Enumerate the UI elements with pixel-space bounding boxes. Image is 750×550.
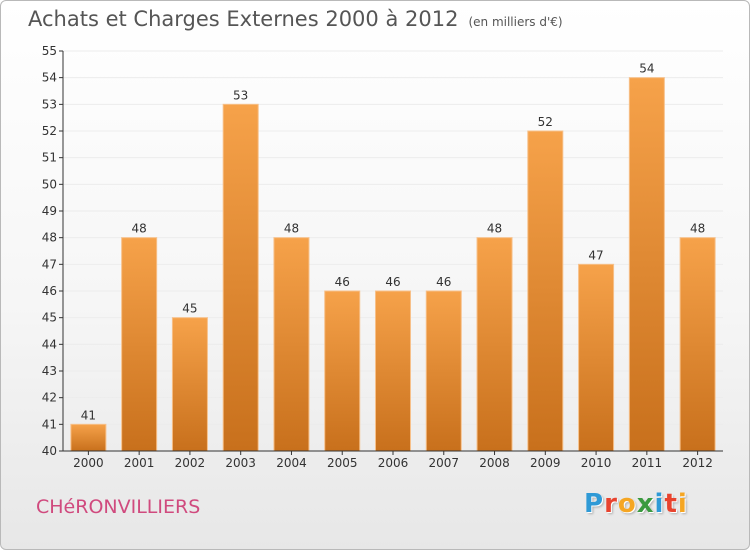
bar — [324, 290, 361, 452]
x-tick-label: 2009 — [530, 456, 561, 470]
logo-letter: i — [677, 489, 688, 519]
bar — [628, 77, 665, 452]
y-tick-label: 44 — [42, 337, 57, 351]
bar-value-label: 48 — [690, 222, 705, 236]
bar-value-label: 48 — [487, 222, 502, 236]
bar-value-label: 46 — [385, 275, 400, 289]
bar — [222, 103, 259, 452]
logo-letter: r — [604, 489, 618, 519]
bar — [375, 290, 411, 452]
bar-value-label: 46 — [335, 275, 350, 289]
x-tick-label: 2006 — [378, 456, 409, 470]
y-tick-label: 54 — [42, 71, 57, 85]
x-tick-label: 2012 — [682, 456, 713, 470]
bar — [476, 237, 513, 452]
bar-value-label: 47 — [588, 248, 603, 262]
bar-value-label: 45 — [182, 302, 197, 316]
y-tick-label: 41 — [42, 417, 57, 431]
x-tick-label: 2001 — [124, 456, 155, 470]
x-tick-label: 2000 — [73, 456, 104, 470]
chart-title-main: Achats et Charges Externes 2000 à 2012 — [28, 7, 459, 31]
logo-letter: x — [636, 489, 655, 519]
x-tick-label: 2005 — [327, 456, 358, 470]
bar — [679, 237, 716, 452]
labels: 40 41 42 43 44 45 46 47 48 49 50 51 52 53 54 55 41 2000 48… — [42, 44, 713, 470]
x-tick-label: 2002 — [175, 456, 206, 470]
y-tick-label: 43 — [42, 364, 57, 378]
logo-letter: t — [664, 489, 678, 519]
y-tick-label: 48 — [42, 231, 57, 245]
x-tick-label: 2004 — [276, 456, 307, 470]
logo-letter: i — [654, 489, 665, 519]
bar-value-label: 41 — [81, 408, 96, 422]
y-tick-label: 49 — [42, 204, 57, 218]
x-tick-label: 2011 — [632, 456, 663, 470]
bar-value-label: 54 — [639, 62, 654, 76]
bars — [70, 77, 716, 452]
proxiti-logo: Proxiti — [584, 489, 688, 519]
y-tick-label: 46 — [42, 284, 57, 298]
bar — [171, 317, 208, 452]
y-tick-label: 50 — [42, 177, 57, 191]
chart-title: Achats et Charges Externes 2000 à 2012 (e… — [28, 7, 563, 31]
logo-letter: P — [584, 489, 605, 519]
logo-letter: o — [617, 489, 637, 519]
bar-value-label: 53 — [233, 88, 248, 102]
y-tick-label: 47 — [42, 257, 57, 271]
y-tick-label: 42 — [42, 391, 57, 405]
bar — [578, 263, 615, 452]
y-tick-label: 51 — [42, 151, 57, 165]
bar-value-label: 52 — [538, 115, 553, 129]
bar — [425, 290, 462, 452]
y-tick-label: 45 — [42, 311, 57, 325]
y-tick-label: 53 — [42, 97, 57, 111]
x-tick-label: 2003 — [225, 456, 256, 470]
bar-value-label: 48 — [132, 222, 147, 236]
x-tick-label: 2008 — [479, 456, 510, 470]
bar — [70, 423, 107, 452]
y-tick-label: 55 — [42, 44, 57, 58]
y-tick-label: 40 — [42, 444, 57, 458]
chart-title-unit: (en milliers d'€) — [468, 15, 563, 29]
axes — [59, 50, 723, 455]
bar-value-label: 48 — [284, 222, 299, 236]
commune-name: CHéRONVILLIERS — [36, 496, 201, 518]
y-tick-label: 52 — [42, 124, 57, 138]
bar — [273, 237, 310, 452]
x-tick-label: 2010 — [581, 456, 612, 470]
bar — [527, 130, 564, 452]
bar — [121, 237, 158, 452]
bar-value-label: 46 — [436, 275, 451, 289]
x-tick-label: 2007 — [428, 456, 459, 470]
